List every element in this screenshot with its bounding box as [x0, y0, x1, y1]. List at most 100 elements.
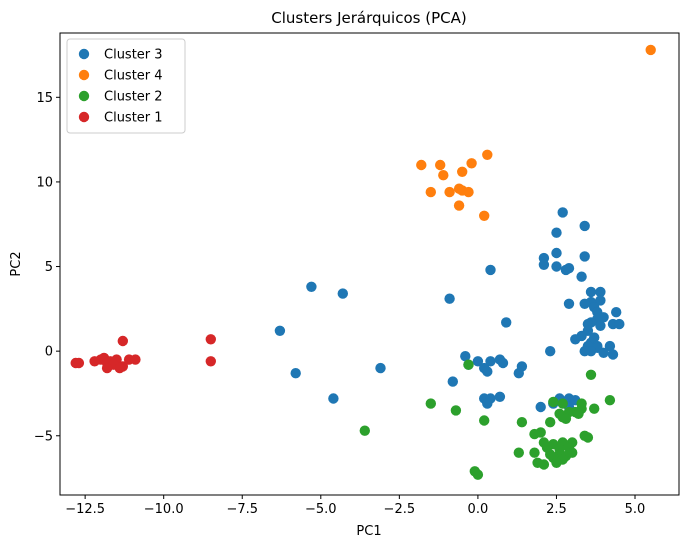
data-point — [328, 393, 339, 404]
data-point — [516, 417, 528, 428]
data-point — [589, 403, 600, 414]
data-point — [560, 413, 572, 424]
data-point — [576, 271, 587, 282]
y-tick-label: 10 — [36, 175, 53, 190]
series-cluster-3 — [274, 207, 625, 413]
data-point — [425, 398, 436, 409]
data-point — [595, 320, 606, 331]
data-point — [463, 359, 474, 370]
data-point — [535, 401, 546, 413]
data-point — [375, 362, 386, 374]
y-tick-label: 15 — [36, 91, 53, 106]
data-point — [595, 295, 606, 306]
x-tick-label: −5.0 — [305, 502, 337, 517]
data-point — [205, 356, 216, 367]
data-point — [538, 459, 550, 470]
x-tick-label: −2.5 — [384, 502, 416, 517]
data-point — [274, 325, 286, 336]
data-point — [485, 356, 496, 367]
data-point — [306, 281, 317, 292]
data-point — [482, 398, 493, 409]
data-point — [570, 334, 581, 345]
data-point — [567, 447, 578, 458]
x-tick-label: 2.5 — [546, 502, 567, 517]
data-point — [611, 307, 622, 318]
data-point — [604, 340, 616, 352]
y-tick-label: 5 — [45, 260, 53, 275]
data-point — [582, 432, 594, 443]
data-point — [290, 368, 301, 379]
y-tick-label: −5 — [34, 429, 53, 444]
x-tick-label: 0.0 — [468, 502, 489, 517]
data-point — [337, 288, 348, 299]
data-point — [117, 335, 128, 347]
x-tick-label: −7.5 — [226, 502, 258, 517]
x-tick-label: 5.0 — [625, 502, 646, 517]
data-point — [579, 346, 590, 357]
data-point — [585, 286, 597, 298]
data-point — [453, 200, 465, 211]
data-point — [579, 298, 590, 309]
legend-marker — [78, 90, 90, 102]
y-axis-ticks: −5 0 5 10 15 — [34, 91, 60, 444]
data-point — [551, 227, 562, 238]
legend-box — [66, 38, 186, 134]
data-point — [450, 405, 462, 416]
data-point — [595, 286, 606, 298]
x-tick-label: −10.0 — [144, 502, 184, 517]
legend: Cluster 3 Cluster 4 Cluster 2 Cluster 1 — [66, 38, 186, 134]
legend-marker — [78, 69, 90, 81]
data-point — [548, 396, 559, 408]
data-point — [466, 158, 477, 169]
y-tick-label: 0 — [45, 345, 53, 360]
data-point — [438, 170, 449, 181]
data-point — [447, 376, 458, 387]
data-point — [598, 347, 609, 358]
series-cluster-2 — [359, 359, 616, 480]
data-point — [205, 334, 216, 345]
data-point — [551, 261, 562, 272]
legend-label: Cluster 4 — [104, 69, 163, 84]
data-point — [560, 264, 572, 276]
legend-marker — [78, 48, 90, 60]
x-tick-label: −12.5 — [65, 502, 105, 517]
series-cluster-4 — [416, 44, 656, 221]
data-point — [645, 44, 656, 56]
legend-label: Cluster 3 — [104, 48, 163, 63]
series-cluster-1 — [70, 334, 216, 374]
legend-label: Cluster 2 — [104, 90, 163, 105]
data-point — [444, 186, 455, 198]
data-point — [551, 457, 562, 468]
data-point — [614, 318, 625, 330]
data-point — [460, 351, 471, 362]
data-point — [114, 362, 125, 374]
data-point — [485, 264, 496, 276]
data-point — [479, 210, 490, 221]
data-point — [579, 220, 590, 232]
data-point — [501, 317, 512, 328]
legend-marker — [78, 111, 90, 123]
data-point — [563, 298, 575, 309]
data-point — [513, 447, 524, 458]
data-point — [573, 408, 584, 419]
data-point — [416, 159, 427, 171]
plot-frame — [59, 32, 680, 496]
data-point — [494, 391, 506, 402]
data-point — [535, 427, 546, 438]
data-point — [359, 425, 370, 436]
data-point — [604, 395, 616, 406]
plot-area — [70, 44, 656, 480]
x-axis-label: PC1 — [356, 524, 381, 539]
data-point — [585, 369, 597, 380]
data-point — [529, 447, 540, 458]
data-point — [425, 186, 436, 198]
data-point — [457, 166, 468, 177]
data-point — [545, 417, 556, 428]
chart-title: Clusters Jerárquicos (PCA) — [271, 9, 466, 27]
data-point — [482, 149, 493, 160]
data-point — [101, 362, 113, 374]
data-point — [557, 398, 568, 409]
data-point — [130, 354, 141, 365]
data-point — [538, 259, 550, 270]
